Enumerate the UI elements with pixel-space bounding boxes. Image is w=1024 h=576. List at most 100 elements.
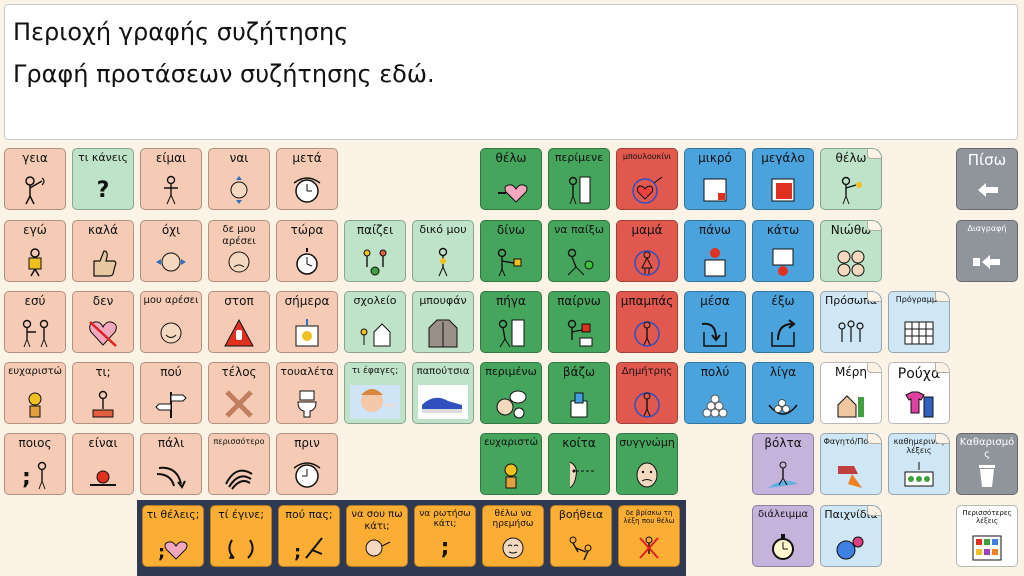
tile-ego[interactable]: εγώ	[4, 220, 66, 282]
tile-thelo-na-iremiso[interactable]: θέλω να ηρεμήσω	[482, 505, 544, 567]
tile-vazo[interactable]: βάζω	[548, 362, 610, 424]
everyday-words-icon	[902, 460, 936, 490]
clock-now-icon	[290, 247, 324, 277]
signpost-icon	[154, 389, 188, 419]
happy-face-icon	[154, 318, 188, 348]
tile-ochi[interactable]: όχι	[140, 220, 202, 282]
tile-tora[interactable]: τώρα	[276, 220, 338, 282]
folder-meri[interactable]: Μέρη	[820, 362, 882, 424]
clear-button[interactable]: Καθαρισμός	[956, 433, 1018, 495]
stop-hand-icon	[222, 318, 256, 348]
tile-perimene[interactable]: περίμενε	[548, 148, 610, 210]
tile-poly[interactable]: πολύ	[684, 362, 746, 424]
tile-ti-kaneis[interactable]: τι κάνεις ?	[72, 148, 134, 210]
tile-na-paixo[interactable]: να παίξω	[548, 220, 610, 282]
look-icon	[562, 460, 596, 490]
take-icon	[562, 318, 596, 348]
folder-kathimerines-lexeis[interactable]: καθημερινές λέξεις	[888, 433, 950, 495]
tile-toualeta[interactable]: τουαλέτα	[276, 362, 338, 424]
tile-esy[interactable]: εσύ	[4, 291, 66, 353]
message-line-1: Περιοχή γραφής συζήτησης	[13, 18, 349, 46]
tile-piga[interactable]: πήγα	[480, 291, 542, 353]
tile-babas[interactable]: μπαμπάς	[616, 291, 678, 353]
tile-na-sou-po[interactable]: να σου πω κάτι;	[346, 505, 408, 567]
tile-label: ποιος	[18, 436, 52, 450]
tile-simera[interactable]: σήμερα	[276, 291, 338, 353]
tile-prin[interactable]: πριν	[276, 433, 338, 495]
tile-thelo[interactable]: θέλω	[480, 148, 542, 210]
tile-pou[interactable]: πού	[140, 362, 202, 424]
delete-button[interactable]: Διαγραφή	[956, 220, 1018, 282]
tile-efcharisto-2[interactable]: ευχαριστώ	[480, 433, 542, 495]
tile-perissotero[interactable]: περισσότερο	[208, 433, 270, 495]
message-line-2: Γραφή προτάσεων συζήτησης εδώ.	[13, 60, 435, 88]
tile-de-vrisko[interactable]: δε βρίσκω τη λέξη που θέλω	[618, 505, 680, 567]
tile-ti[interactable]: τι;	[72, 362, 134, 424]
tile-megalo[interactable]: μεγάλο	[752, 148, 814, 210]
tile-voitheia[interactable]: βοήθεια	[550, 505, 612, 567]
folder-roucha[interactable]: Ρούχα	[888, 362, 950, 424]
tile-nai[interactable]: ναι	[208, 148, 270, 210]
tile-bouloukini[interactable]: μπουλουκίνι	[616, 148, 678, 210]
message-window[interactable]: Περιοχή γραφής συζήτησης Γραφή προτάσεων…	[4, 4, 1018, 140]
tile-liga[interactable]: λίγα	[752, 362, 814, 424]
tile-pairno[interactable]: παίρνω	[548, 291, 610, 353]
tile-na-rotiso[interactable]: να ρωτήσω κάτι; ;	[414, 505, 476, 567]
mother-icon	[630, 247, 664, 277]
schedule-grid-icon	[902, 318, 936, 348]
folder-thelo[interactable]: θέλω	[820, 148, 882, 210]
tile-koita[interactable]: κοίτα	[548, 433, 610, 495]
tile-kato[interactable]: κάτω	[752, 220, 814, 282]
tile-paizei[interactable]: παίζει	[344, 220, 406, 282]
more-words-button[interactable]: Περισσότερες λέξεις	[956, 505, 1018, 567]
folder-prosopa[interactable]: Πρόσωπα	[820, 291, 882, 353]
tile-pou-pas[interactable]: πού πας; ;	[278, 505, 340, 567]
tile-dino[interactable]: δίνω	[480, 220, 542, 282]
tile-de-mou-aresei[interactable]: δε μου αρέσει	[208, 220, 270, 282]
folder-programma[interactable]: Πρόγραμμα	[888, 291, 950, 353]
few-balls-icon	[766, 389, 800, 419]
tile-exo[interactable]: έξω	[752, 291, 814, 353]
tile-ti-efages[interactable]: τι έφαγες;	[344, 362, 406, 424]
tile-pano[interactable]: πάνω	[684, 220, 746, 282]
tile-efcharisto-1[interactable]: ευχαριστώ	[4, 362, 66, 424]
tile-scholeio[interactable]: σχολείο	[344, 291, 406, 353]
child-eating-photo-icon	[350, 385, 400, 419]
cannot-find-word-icon	[632, 532, 666, 562]
tile-kala[interactable]: καλά	[72, 220, 134, 282]
tile-diko-mou[interactable]: δικό μου	[412, 220, 474, 282]
tile-dimitris[interactable]: Δημήτρης	[616, 362, 678, 424]
tile-mama[interactable]: μαμά	[616, 220, 678, 282]
folder-paichnidia[interactable]: Παιχνίδια	[820, 505, 882, 567]
tile-meta[interactable]: μετά	[276, 148, 338, 210]
give-icon	[494, 247, 528, 277]
tile-geia[interactable]: γεια	[4, 148, 66, 210]
folder-niotho[interactable]: Νιώθω	[820, 220, 882, 282]
tile-label: Φαγητό/Ποτά	[823, 437, 879, 446]
tile-eimai[interactable]: είμαι	[140, 148, 202, 210]
kids-playing-icon	[358, 247, 392, 277]
tile-einai[interactable]: είναι	[72, 433, 134, 495]
tile-telos[interactable]: τέλος	[208, 362, 270, 424]
tile-papoutsia[interactable]: παπούτσια	[412, 362, 474, 424]
tile-boufan[interactable]: μπουφάν	[412, 291, 474, 353]
folder-fagito-pota[interactable]: Φαγητό/Ποτά	[820, 433, 882, 495]
tile-stop[interactable]: στοπ	[208, 291, 270, 353]
tile-ti-egine[interactable]: τί έγινε;	[210, 505, 272, 567]
tile-syngnomi[interactable]: συγγνώμη	[616, 433, 678, 495]
tile-label: είμαι	[155, 151, 187, 165]
tile-ti-theleis[interactable]: τι θέλεις; ;	[142, 505, 204, 567]
tile-pali[interactable]: πάλι	[140, 433, 202, 495]
tile-volta[interactable]: βόλτα	[752, 433, 814, 495]
tile-mikro[interactable]: μικρό	[684, 148, 746, 210]
self-person-icon	[18, 247, 52, 277]
tile-den[interactable]: δεν	[72, 291, 134, 353]
tile-dialeimma[interactable]: διάλειμμα	[752, 505, 814, 567]
tile-mesa[interactable]: μέσα	[684, 291, 746, 353]
trash-icon	[970, 460, 1004, 490]
question-heart-icon: ;	[156, 532, 190, 562]
back-button[interactable]: Πίσω	[956, 148, 1018, 210]
tile-perimeno[interactable]: περιμένω	[480, 362, 542, 424]
tile-mou-aresei[interactable]: μου αρέσει	[140, 291, 202, 353]
tile-poios[interactable]: ποιος ;	[4, 433, 66, 495]
